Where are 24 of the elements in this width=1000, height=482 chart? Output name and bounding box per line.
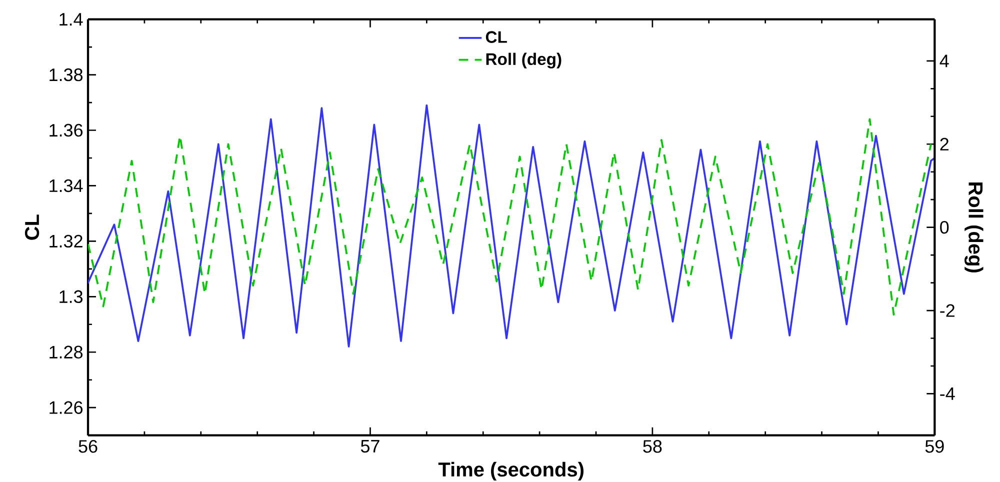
y-tick-label: 1.3 <box>60 290 83 304</box>
line-series <box>88 118 932 316</box>
y-tick-label: 1.4 <box>60 13 83 26</box>
y2-tick-label: 2 <box>940 138 948 150</box>
y-axis-title: CL <box>24 214 40 240</box>
y-tick-label: 1.26 <box>50 401 83 414</box>
x-tick-label: 59 <box>925 440 944 453</box>
line-series <box>88 104 935 348</box>
y2-tick-label: 0 <box>940 220 949 234</box>
x-axis-title: Time (seconds) <box>438 462 584 481</box>
legend-label: Roll (deg) <box>486 52 562 68</box>
legend-label: CL <box>486 31 507 43</box>
y-tick-label: 1.36 <box>50 124 83 137</box>
x-tick-label: 56 <box>78 440 98 453</box>
y2-tick-label: -2 <box>940 304 954 317</box>
y-tick-label: 1.32 <box>50 234 82 248</box>
y-tick-label: 1.34 <box>50 179 83 192</box>
x-tick-label: 58 <box>643 440 662 453</box>
y-tick-label: 1.38 <box>50 68 83 82</box>
y2-tick-label: 4 <box>940 54 949 68</box>
x-tick-label: 57 <box>360 440 380 453</box>
y2-axis-title: Roll (deg) <box>964 182 984 272</box>
y-tick-label: 1.28 <box>50 346 83 358</box>
y2-tick-label: -4 <box>940 388 955 400</box>
